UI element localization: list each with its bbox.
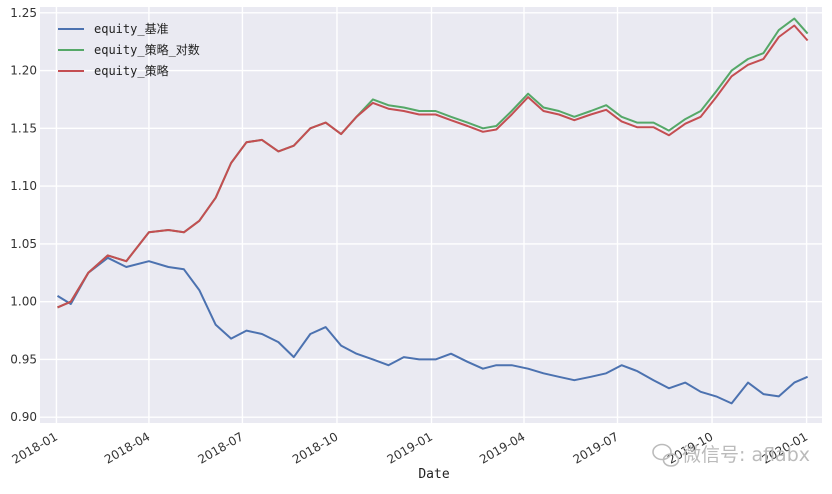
x-tick-label: 2018-10: [290, 429, 340, 466]
wechat-icon: [652, 443, 680, 467]
y-tick-label: 1.10: [10, 179, 37, 193]
x-tick-label: 2018-01: [10, 429, 60, 466]
legend-label-2: equity_策略_对数: [94, 42, 200, 57]
legend: equity_基准 equity_策略_对数 equity_策略: [58, 22, 200, 78]
x-tick-label: 2018-04: [102, 429, 152, 466]
watermark: 微信号: aflabx: [652, 443, 810, 467]
y-tick-label: 1.25: [10, 6, 37, 20]
series-line-3: [57, 24, 809, 309]
y-tick-label: 1.20: [10, 64, 37, 78]
legend-label-1: equity_基准: [94, 22, 169, 36]
x-tick-label: 2018-07: [196, 429, 246, 466]
x-tick-label: 2019-04: [477, 429, 527, 466]
y-tick-labels: 0.90 0.95 1.00 1.05 1.10 1.15 1.20 1.25: [10, 6, 37, 424]
series-lines: [56, 17, 809, 405]
y-tick-label: 0.95: [10, 352, 37, 366]
series-line-1: [56, 256, 808, 405]
x-tick-label: 2019-01: [385, 429, 435, 466]
legend-label-3: equity_策略: [94, 63, 169, 78]
y-tick-label: 1.00: [10, 295, 37, 309]
y-tick-label: 1.05: [10, 237, 37, 251]
y-tick-label: 1.15: [10, 121, 37, 135]
x-tick-label: 2019-07: [571, 429, 621, 466]
watermark-text: 微信号: aflabx: [682, 444, 810, 466]
x-axis-label: Date: [418, 467, 449, 482]
y-tick-label: 0.90: [10, 410, 37, 424]
